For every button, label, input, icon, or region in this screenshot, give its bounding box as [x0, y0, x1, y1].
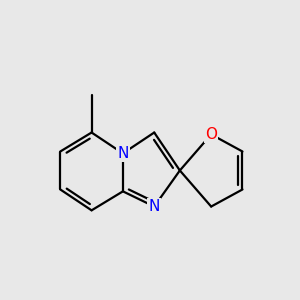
- Text: N: N: [148, 199, 160, 214]
- Text: O: O: [205, 127, 217, 142]
- Text: N: N: [117, 146, 129, 161]
